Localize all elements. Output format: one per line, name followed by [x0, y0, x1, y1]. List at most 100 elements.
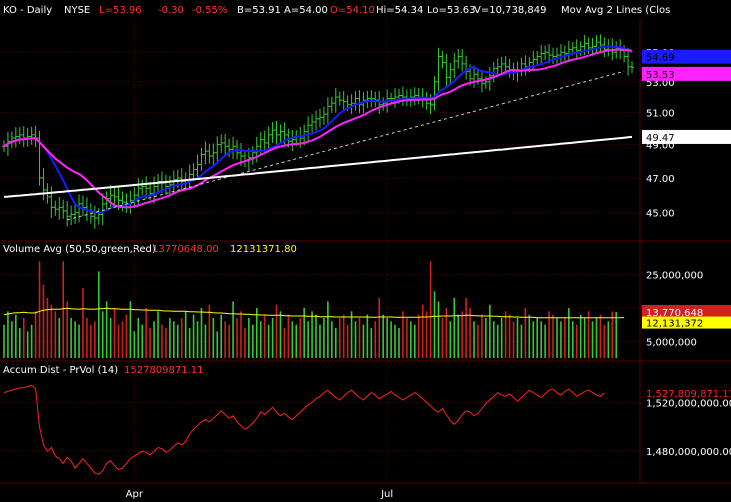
ma-value-label: 53.53: [646, 70, 675, 81]
price-tick-label: 53.00: [646, 78, 675, 89]
price-bar: [551, 47, 556, 65]
price-bar: [357, 90, 362, 114]
price-bar: [333, 87, 338, 113]
x-tick-label: Apr: [126, 489, 144, 500]
price-bar: [539, 45, 544, 66]
volume-tick-label: 5,000,000: [646, 337, 697, 348]
price-bar: [440, 50, 445, 69]
price-bar: [231, 136, 236, 160]
price-bar: [215, 136, 220, 162]
price-bar: [13, 127, 18, 148]
price-bar: [543, 45, 548, 61]
price-tick-label: 45.00: [646, 209, 675, 220]
header-bid: B=53.91: [237, 5, 281, 16]
price-bar: [381, 97, 386, 111]
price-bar: [80, 195, 85, 216]
price-bar: [626, 47, 631, 76]
price-bar: [317, 108, 322, 128]
price-bar: [203, 141, 208, 165]
price-bar: [594, 35, 599, 54]
price-bar: [278, 124, 283, 143]
price-bar: [452, 52, 457, 79]
price-bar: [554, 47, 559, 65]
price-bar: [531, 50, 536, 72]
volume-last-value: 13770648.00: [152, 244, 219, 255]
price-bar: [191, 163, 196, 181]
volume-last-box: [642, 305, 731, 319]
price-tick-label: 49.00: [646, 141, 675, 152]
price-bar: [535, 50, 540, 66]
ma-value-box: [642, 49, 731, 64]
ma-value-box: [642, 129, 731, 144]
price-bar: [558, 44, 563, 64]
price-bar: [108, 185, 113, 209]
price-bar: [37, 130, 42, 186]
price-bar: [211, 143, 216, 166]
header-change: -0.30: [158, 5, 184, 16]
price-bar: [61, 199, 66, 219]
price-bar: [448, 62, 453, 85]
price-bar: [77, 194, 82, 223]
price-bar: [306, 116, 311, 141]
price-bar: [207, 143, 212, 164]
header-study: Mov Avg 2 Lines (Clos: [561, 5, 670, 16]
price-bar: [389, 92, 394, 105]
price-bar: [57, 196, 62, 220]
price-bar: [460, 49, 465, 72]
volume-last-label: 13,770,648: [646, 308, 703, 319]
price-bar: [290, 130, 295, 152]
accum-last-value: 1527809871.11: [124, 365, 204, 376]
price-bar: [562, 45, 567, 61]
accum-last-label: 1,527,809,871.11: [646, 389, 731, 400]
header-volume: V=10,738,849: [474, 5, 546, 16]
moving-average-line: [3, 48, 633, 209]
right-axis: AprJul55.0053.0051.0049.0047.0045.0054.6…: [126, 48, 731, 500]
price-bar: [53, 200, 58, 216]
price-bar: [152, 176, 157, 204]
price-bar: [17, 127, 22, 145]
accum-dist-panel: [3, 384, 605, 475]
moving-average-line: [3, 135, 633, 198]
price-bar: [254, 136, 259, 163]
price-bar: [578, 41, 583, 56]
header-open: O=54.10: [330, 5, 375, 16]
price-bar: [325, 97, 330, 124]
accum-dist-line: [3, 384, 605, 475]
price-bar: [274, 120, 279, 145]
ma-value-box: [642, 66, 731, 81]
volume-average-box: [642, 316, 731, 329]
price-bar: [472, 65, 477, 88]
volume-average-line: [3, 307, 625, 319]
price-bar: [49, 186, 54, 219]
price-bar: [156, 174, 161, 194]
volume-average-label: 12,131,372: [646, 319, 703, 330]
accum-tick-label: 1,520,000,000.00: [646, 398, 731, 409]
price-bar: [436, 47, 441, 91]
price-bar: [29, 126, 34, 145]
price-bar: [491, 62, 496, 83]
volume-panel-title: Volume Avg (50,50,green,Red): [3, 244, 156, 255]
price-bar: [69, 205, 74, 226]
x-tick-label: Jul: [380, 489, 393, 500]
volume-panel: [3, 261, 625, 358]
price-bar: [92, 205, 97, 229]
volume-tick-label: 25,000,000: [646, 271, 703, 282]
trendline: [67, 70, 625, 221]
price-bar: [377, 91, 382, 114]
price-bar: [112, 187, 117, 206]
price-bar: [353, 91, 358, 111]
price-bar: [100, 193, 105, 226]
price-bar: [310, 114, 315, 134]
price-bar: [590, 38, 595, 57]
price-bar: [365, 90, 370, 108]
price-bar: [369, 89, 374, 108]
price-bar: [393, 87, 398, 108]
price-bar: [444, 53, 449, 87]
price-bar: [223, 133, 228, 156]
header-symbol: KO - Daily: [3, 5, 52, 16]
header-change-pct: -0.55%: [192, 5, 227, 16]
price-bar: [630, 61, 635, 74]
price-bar: [41, 167, 46, 201]
